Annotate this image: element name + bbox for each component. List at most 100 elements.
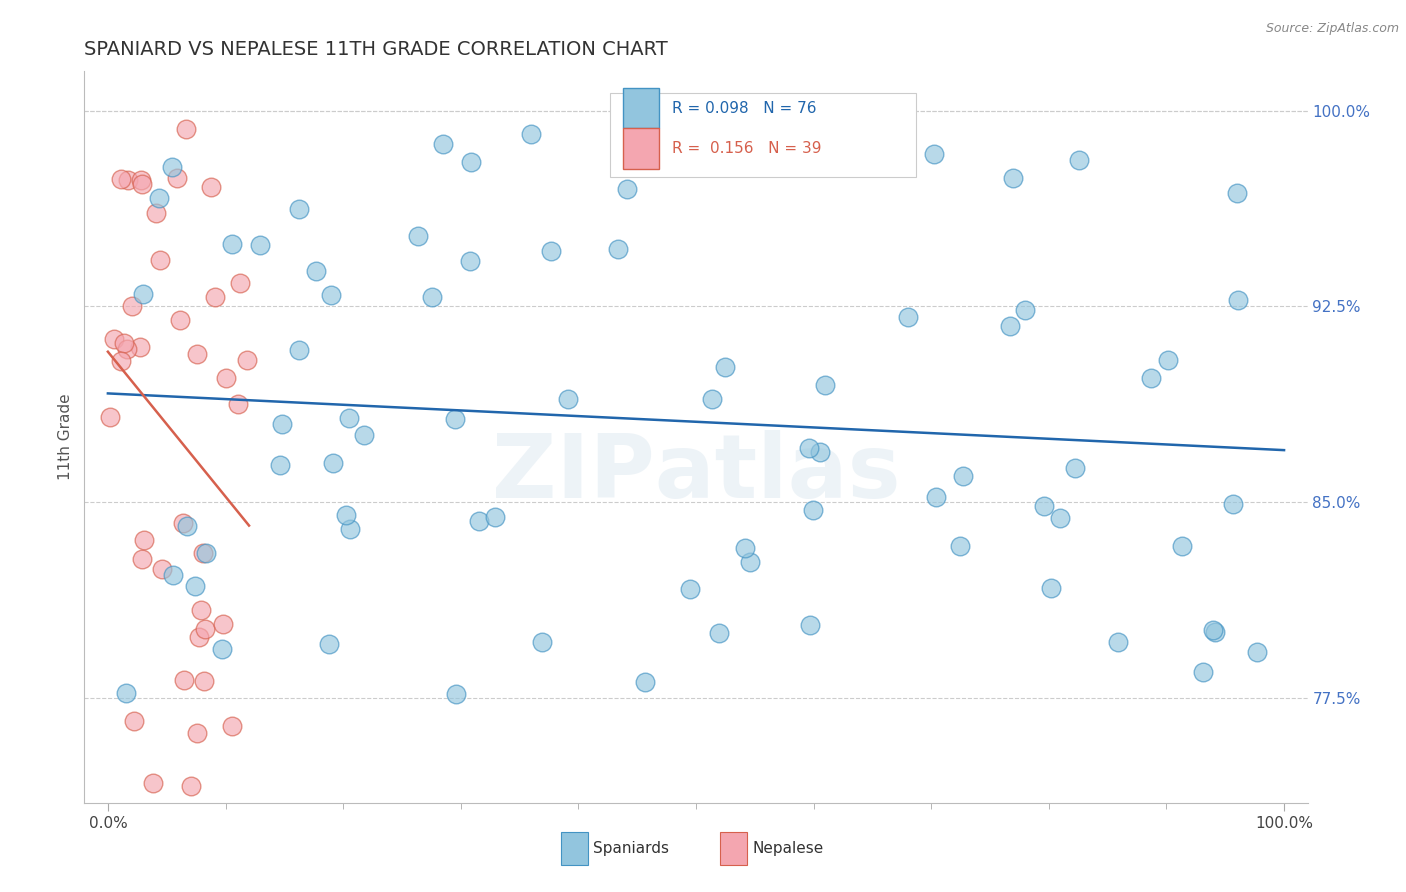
Point [1049,511,1071,525]
Point [432,136,454,151]
Point [319,288,342,302]
Text: Source: ZipAtlas.com: Source: ZipAtlas.com [1265,22,1399,36]
Point [186,725,208,739]
Y-axis label: 11th Grade: 11th Grade [58,393,73,481]
Point [221,236,243,251]
Point [1157,353,1180,368]
Text: R =  0.156   N = 39: R = 0.156 N = 39 [672,141,821,156]
Point [606,242,628,256]
Point [194,546,217,560]
Point [808,444,831,458]
Point [162,568,184,582]
Point [797,441,820,455]
Point [897,310,920,324]
Point [131,552,153,566]
Point [117,342,139,356]
Point [801,503,824,517]
Point [734,541,756,555]
Point [1014,302,1036,317]
Point [149,253,172,268]
Point [1202,623,1225,637]
Point [322,457,344,471]
Bar [623,128,659,169]
Bar [610,94,917,178]
Point [799,618,821,632]
Point [112,336,135,351]
Point [406,229,429,244]
Point [288,202,311,216]
Point [142,776,165,790]
Point [1069,153,1091,167]
Point [98,410,121,425]
Point [180,780,202,794]
Point [1140,371,1163,385]
Point [249,238,271,252]
Point [337,411,360,425]
Point [145,206,167,220]
Point [128,340,150,354]
Point [169,313,191,327]
Point [134,533,156,547]
Point [1191,665,1213,679]
Point [211,641,233,656]
Point [557,392,579,406]
Point [288,343,311,357]
Point [117,173,139,187]
Point [353,428,375,442]
Point [520,128,543,142]
Point [187,631,209,645]
Point [174,121,197,136]
Point [110,354,132,368]
Point [183,579,205,593]
Point [998,319,1021,334]
Point [484,510,506,524]
Point [444,411,467,425]
Point [152,562,174,576]
Point [1040,581,1063,595]
Text: Nepalese: Nepalese [752,841,824,856]
Point [1107,635,1129,649]
Point [194,622,217,636]
Point [422,290,444,304]
Point [1246,645,1268,659]
Point [634,675,657,690]
Point [713,360,735,375]
Point [200,180,222,194]
Point [122,714,145,728]
Point [173,673,195,687]
Point [335,508,357,523]
Point [318,637,340,651]
Bar [720,832,748,865]
Point [540,244,562,259]
Point [1226,186,1249,201]
Point [446,687,468,701]
Point [229,276,252,290]
Point [460,254,482,268]
Point [924,147,946,161]
Point [110,172,132,186]
Point [148,190,170,204]
Text: ZIP​atlas: ZIP​atlas [492,430,900,517]
Text: Spaniards: Spaniards [593,841,669,856]
Text: SPANIARD VS NEPALESE 11TH GRADE CORRELATION CHART: SPANIARD VS NEPALESE 11TH GRADE CORRELAT… [84,39,668,59]
Bar [561,832,588,865]
Text: R = 0.098   N = 76: R = 0.098 N = 76 [672,101,815,116]
Point [792,153,814,168]
Point [166,171,188,186]
Point [952,468,974,483]
Point [115,686,138,700]
Point [679,582,702,596]
Point [468,514,491,528]
Point [707,625,730,640]
Point [236,352,259,367]
Point [228,397,250,411]
Point [949,539,972,553]
Point [160,161,183,175]
Point [215,371,238,385]
Point [1226,293,1249,307]
Point [1064,460,1087,475]
Point [616,182,638,196]
Point [925,490,948,504]
Point [1002,171,1025,186]
Point [131,173,153,187]
